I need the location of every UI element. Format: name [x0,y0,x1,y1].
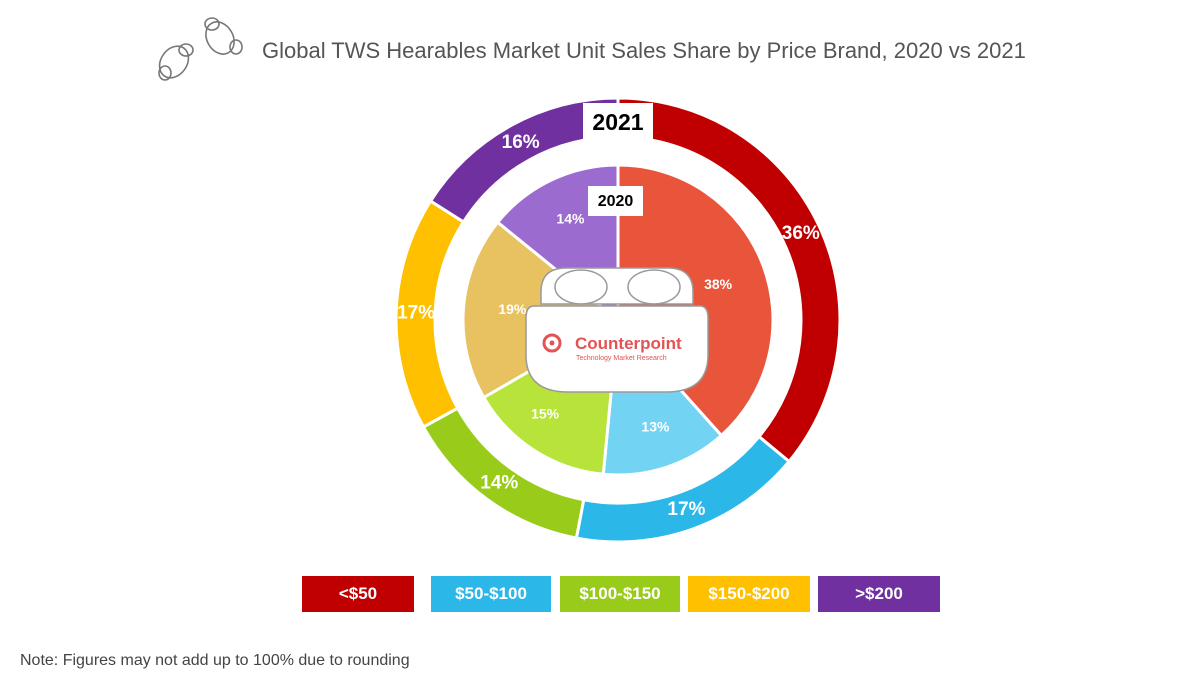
outer-label-100-150: 14% [480,472,518,493]
legend-item-100-150: $100-$150 [560,576,680,612]
brand-name: Counterpoint [575,334,682,353]
chart-title: Global TWS Hearables Market Unit Sales S… [262,38,1026,63]
brand-tagline: Technology Market Research [576,355,667,362]
inner-label-50-100: 13% [641,419,670,435]
counterpoint-logo-icon [542,333,562,353]
footnote: Note: Figures may not add up to 100% due… [20,652,410,669]
earbud-case-icon [525,267,709,393]
legend-item-under-50: <$50 [302,576,414,612]
legend-item-150-200: $150-$200 [688,576,810,612]
outer-label-50-100: 17% [667,499,705,520]
year-label-2021: 2021 [592,109,643,135]
inner-label-100-150: 15% [531,406,560,422]
outer-label-under-50: 36% [782,223,820,244]
inner-slice-under-50 [616,163,775,438]
year-label-2021-box [583,103,653,143]
year-label-2020: 2020 [598,193,634,210]
outer-ring-2021: 36% 17% 14% 17% 16% [394,96,842,544]
legend-item-50-100: $50-$100 [431,576,551,612]
ring-separator [435,137,801,503]
legend-item-over-200: >$200 [818,576,940,612]
outer-label-150-200: 17% [397,303,435,324]
outer-label-over-200: 16% [502,132,540,153]
inner-label-150-200: 19% [498,301,527,317]
year-label-2020-box [588,186,643,216]
inner-label-over-200: 14% [556,210,585,226]
inner-ring-2020: 38% 13% 15% 19% 14% [461,163,775,477]
earbuds-logo-icon [158,17,243,81]
inner-label-under-50: 38% [704,276,733,292]
